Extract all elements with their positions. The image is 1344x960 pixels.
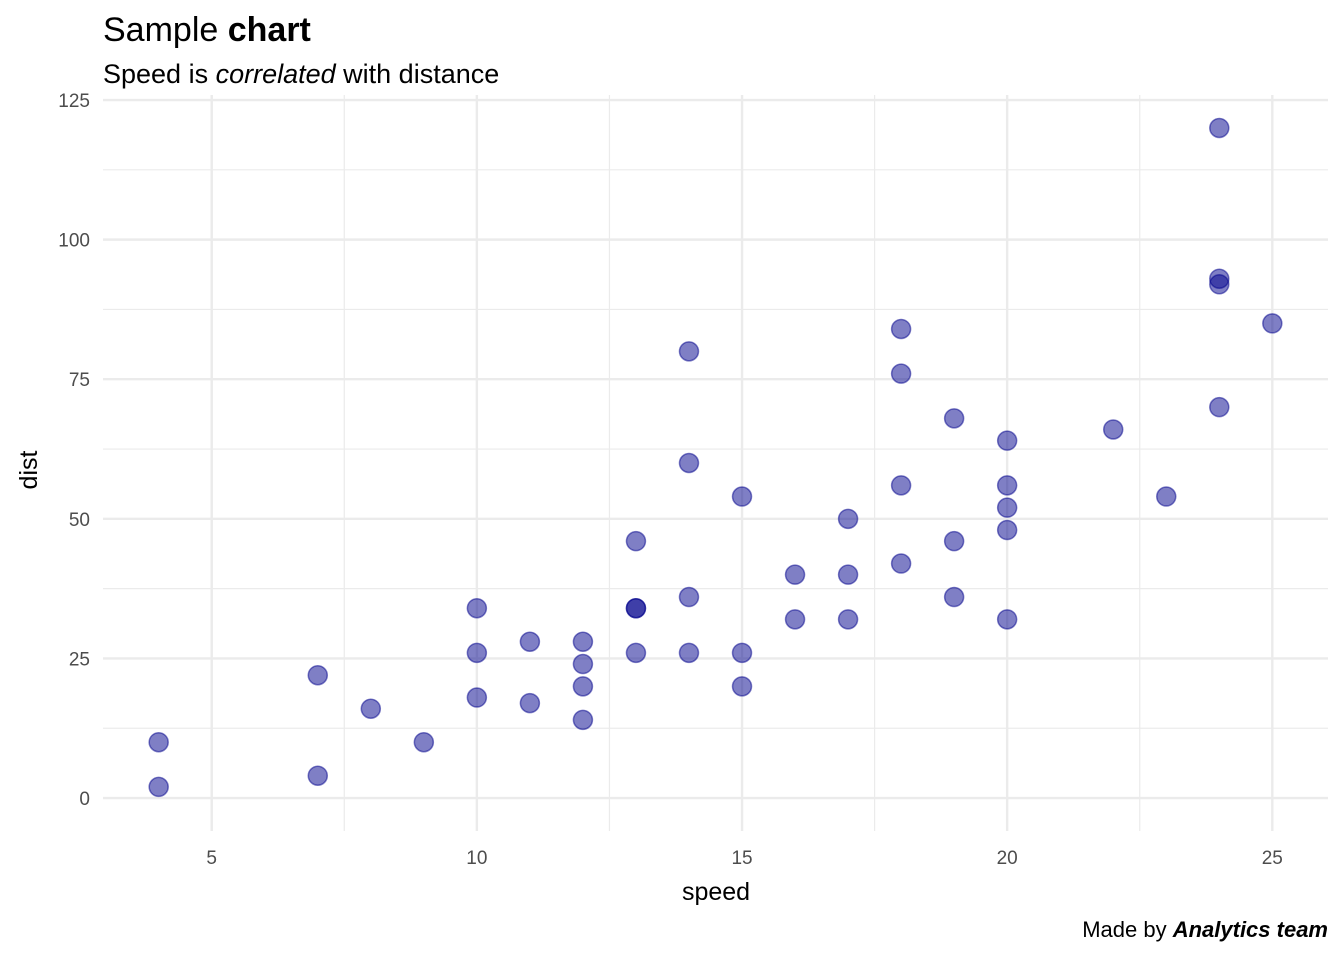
x-tick-label: 10	[466, 848, 487, 869]
data-point	[678, 586, 700, 608]
data-point	[625, 597, 647, 619]
data-point	[572, 631, 594, 652]
y-tick-label: 50	[69, 510, 90, 531]
x-axis-title: speed	[682, 878, 750, 906]
y-tick-label: 75	[69, 370, 90, 391]
x-tick-label: 20	[997, 848, 1018, 869]
data-point	[837, 564, 859, 585]
chart-subtitle: Speed is correlated with distance	[103, 58, 499, 90]
data-point	[678, 452, 700, 474]
data-point	[1156, 486, 1177, 507]
y-tick-labels: 0 25 50 75 100 125	[58, 91, 90, 810]
chart-caption-bold-italic: Analytics team	[1172, 917, 1328, 942]
data-point	[1102, 419, 1124, 440]
data-point	[837, 508, 859, 530]
data-point	[943, 530, 965, 552]
data-point	[996, 475, 1018, 496]
data-point	[625, 642, 647, 664]
minor-gridlines	[103, 95, 1328, 831]
data-point	[307, 765, 329, 786]
data-point	[996, 430, 1018, 451]
data-point	[466, 642, 488, 664]
x-tick-label: 5	[206, 848, 217, 869]
data-point	[943, 408, 965, 429]
data-point	[1209, 117, 1230, 139]
data-point	[890, 318, 912, 340]
chart-subtitle-italic: correlated	[215, 59, 336, 89]
data-point	[360, 698, 382, 719]
data-point	[731, 486, 753, 507]
data-point	[731, 676, 753, 697]
data-point	[996, 497, 1018, 518]
y-tick-label: 0	[79, 789, 90, 810]
data-point	[148, 731, 169, 753]
data-point	[837, 609, 859, 630]
data-point	[148, 776, 169, 798]
data-points	[148, 117, 1283, 798]
x-tick-label: 15	[731, 848, 752, 869]
y-tick-label: 100	[58, 231, 90, 252]
data-point	[890, 475, 912, 496]
data-point	[943, 586, 965, 608]
y-axis-title: dist	[15, 450, 43, 489]
data-point	[519, 631, 541, 652]
data-point	[1262, 313, 1283, 334]
y-tick-label: 125	[58, 91, 90, 112]
x-tick-label: 25	[1262, 848, 1283, 869]
chart-subtitle-suffix: with distance	[335, 59, 500, 89]
data-point	[413, 731, 435, 753]
chart-title: Sample chart	[103, 10, 311, 50]
data-point	[678, 341, 700, 362]
data-point	[625, 530, 647, 552]
data-point	[678, 642, 700, 664]
data-point	[890, 363, 912, 384]
data-point	[519, 692, 541, 714]
data-point	[307, 664, 329, 686]
major-gridlines	[103, 95, 1328, 831]
chart-title-prefix: Sample	[103, 11, 228, 49]
y-tick-label: 25	[69, 649, 90, 670]
chart-caption: Made by Analytics team	[1082, 916, 1328, 944]
data-point	[466, 687, 488, 708]
data-point	[890, 553, 912, 574]
data-point	[1209, 396, 1230, 418]
data-point	[784, 564, 806, 585]
data-point	[466, 597, 488, 619]
chart-subtitle-prefix: Speed is	[103, 59, 216, 89]
data-point	[731, 642, 753, 664]
chart-caption-prefix: Made by	[1082, 917, 1173, 942]
data-point	[1209, 268, 1230, 289]
data-point	[572, 709, 594, 731]
data-point	[572, 676, 594, 697]
data-point	[572, 653, 594, 675]
data-point	[784, 609, 806, 630]
data-point	[996, 609, 1018, 630]
chart-title-bold: chart	[227, 11, 311, 49]
x-tick-labels: 5 10 15 20 25	[206, 848, 1282, 869]
data-point	[996, 519, 1018, 541]
